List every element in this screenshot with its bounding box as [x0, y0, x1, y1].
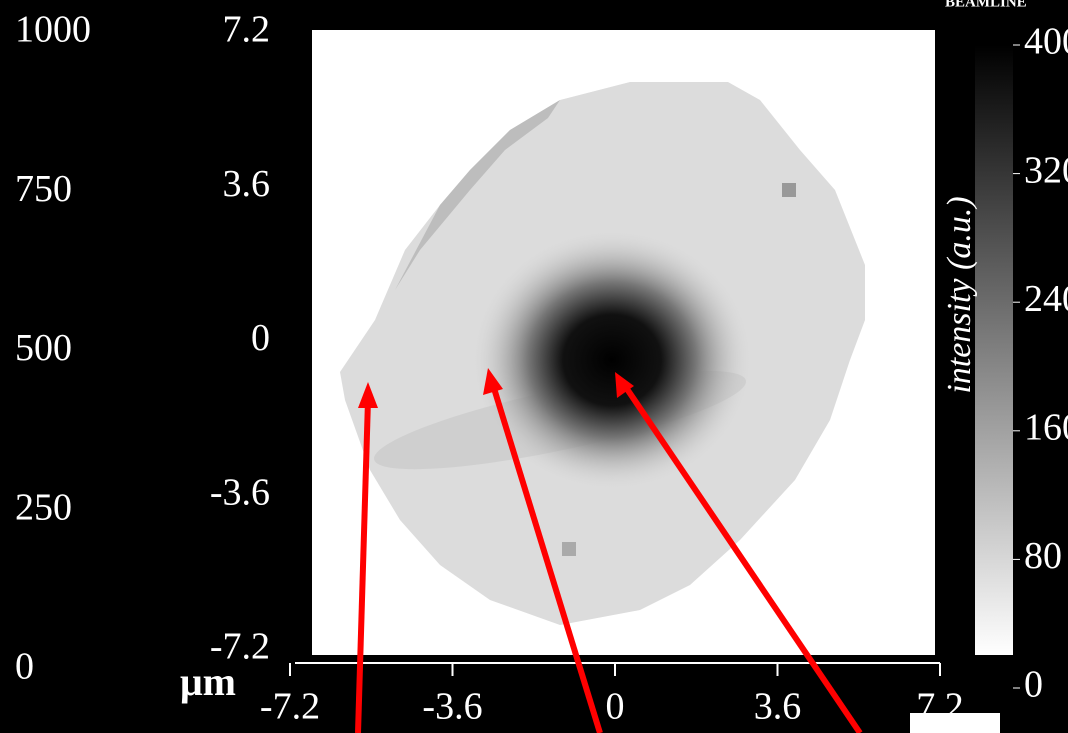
y-tick-label: 0 [251, 317, 270, 359]
heatmap-image [340, 82, 865, 625]
colorbar [975, 45, 1013, 655]
y2-tick-label: 500 [15, 327, 72, 369]
colorbar-label: intensity (a.u.) [941, 196, 978, 393]
y2-tick-label: 750 [15, 168, 72, 210]
y-tick-label: -3.6 [210, 471, 270, 513]
y-tick-label: 7.2 [223, 9, 271, 51]
x-tick-label: 3.6 [754, 686, 802, 728]
brand: BEAMLINE [945, 0, 1027, 10]
colorbar-tick-label: 240 [1024, 278, 1068, 320]
colorbar-tick-label: 320 [1024, 149, 1068, 191]
x-tick-label: 0 [606, 686, 625, 728]
colorbar-tick-label: 160 [1024, 407, 1068, 449]
y-tick-label: 3.6 [223, 163, 271, 205]
axis-unit: μm [180, 659, 236, 704]
colorbar-tick-label: 0 [1024, 664, 1043, 706]
colorbar-tick-label: 400 [1024, 21, 1068, 63]
y2-tick-label: 0 [15, 646, 34, 688]
x-tick-label: -7.2 [260, 686, 320, 728]
y2-tick-label: 1000 [15, 9, 91, 51]
overlay-box [910, 713, 1000, 733]
y-tick-label: -7.2 [210, 626, 270, 668]
colorbar-tick-label: 80 [1024, 535, 1062, 577]
arrows [355, 368, 863, 733]
x-tick-label: -3.6 [422, 686, 482, 728]
y2-tick-label: 250 [15, 486, 72, 528]
